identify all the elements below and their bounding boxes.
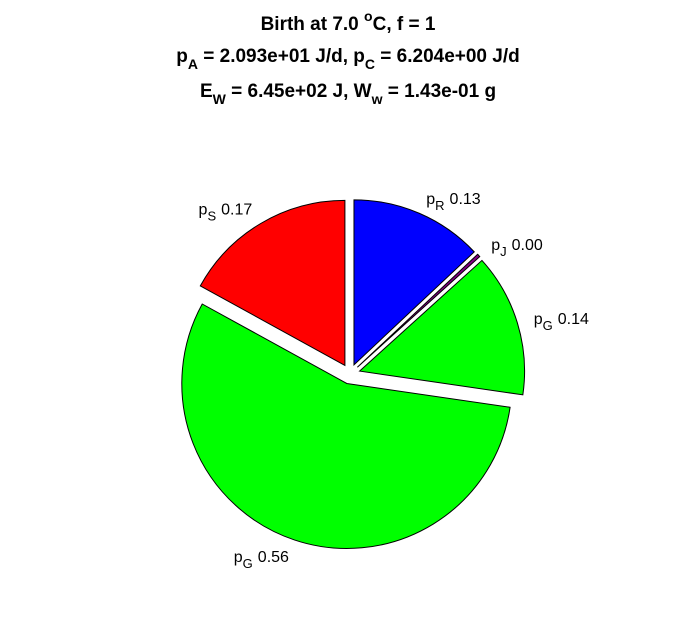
pie-slice (181, 303, 511, 549)
label-subscript: G (543, 318, 553, 333)
label-value: 0.56 (258, 549, 289, 566)
label-symbol: p (426, 191, 435, 208)
title-part: o (364, 8, 373, 24)
slice-label: pS 0.17 (199, 202, 253, 224)
slice-label: pJ 0.00 (491, 237, 543, 259)
label-value: 0.17 (221, 202, 252, 219)
title-part: = 1.43e-01 g (383, 81, 497, 102)
title-line: EW = 6.45e+02 J, Ww = 1.43e-01 g (200, 81, 496, 107)
pie-slice (358, 259, 526, 396)
title-part: E (200, 81, 213, 102)
label-value: 0.00 (512, 237, 543, 254)
label-subscript: G (243, 556, 253, 571)
slice-label: pG 0.56 (234, 549, 289, 571)
title-line: pA = 2.093e+01 J/d, pC = 6.204e+00 J/d (176, 46, 519, 72)
title-part: A (188, 56, 198, 72)
title-part: w (371, 91, 383, 107)
label-symbol: p (199, 202, 208, 219)
pie-slice (353, 199, 475, 366)
label-subscript: J (500, 244, 507, 259)
title-part: Birth at 7.0 (261, 14, 364, 35)
title-part: = 6.45e+02 J, W (226, 81, 372, 102)
title-line: Birth at 7.0 oC, f = 1 (261, 8, 436, 35)
label-symbol: p (491, 237, 500, 254)
slice-label: pR 0.13 (426, 191, 481, 213)
pie-slice (199, 199, 346, 367)
title-part: C, f = 1 (373, 14, 436, 35)
label-subscript: S (207, 209, 216, 224)
title-part: = 6.204e+00 J/d (375, 46, 520, 67)
slice-label: pG 0.14 (534, 311, 589, 333)
pie-slice (357, 253, 481, 368)
title-part: C (365, 56, 375, 72)
label-value: 0.13 (450, 191, 481, 208)
label-symbol: p (234, 549, 243, 566)
label-symbol: p (534, 311, 543, 328)
label-subscript: R (435, 198, 444, 213)
title-part: W (213, 91, 227, 107)
title-part: p (176, 46, 188, 67)
title-part: = 2.093e+01 J/d, p (198, 46, 365, 67)
label-value: 0.14 (558, 311, 589, 328)
